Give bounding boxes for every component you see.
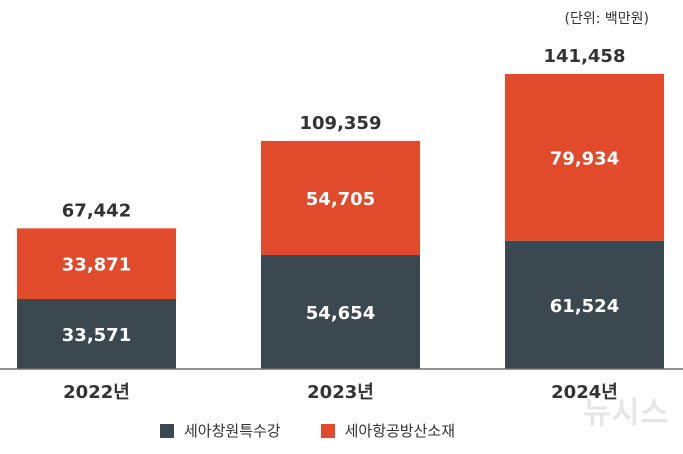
bar-bottom-2: [261, 255, 420, 369]
value-label-bottom-3: 61,524: [550, 296, 619, 317]
bar-bottom-1: [17, 298, 176, 369]
value-label-top-2: 54,705: [306, 189, 375, 210]
x-tick-label-2: 2023년: [307, 382, 374, 403]
bar-top-2: [261, 140, 420, 256]
watermark-logo: 뉴시스: [583, 396, 669, 431]
bar-top-3: [505, 74, 664, 241]
unit-label: (단위: 백만원): [564, 11, 650, 27]
legend-label-series-1: 세아창원특수강: [184, 422, 281, 440]
total-label-1: 67,442: [62, 200, 131, 221]
total-label-2: 109,359: [300, 113, 382, 134]
value-label-bottom-1: 33,571: [62, 325, 131, 346]
legend-swatch-series-1: [160, 423, 174, 438]
value-label-top-3: 79,934: [550, 148, 619, 169]
bar-bottom-3: [505, 240, 664, 369]
x-tick-label-3: 2024년: [551, 382, 618, 403]
legend-swatch-series-2: [320, 423, 335, 438]
legend-label-series-2: 세아항공방산소재: [344, 422, 456, 440]
legend-item-series-1: 세아창원특수강: [160, 420, 281, 441]
value-label-top-1: 33,871: [62, 255, 131, 276]
value-label-bottom-2: 54,654: [306, 303, 375, 324]
bar-top-1: [17, 228, 176, 299]
x-tick-label-1: 2022년: [63, 382, 130, 403]
legend-item-series-2: 세아항공방산소재: [320, 420, 456, 441]
legend: 세아창원특수강 세아항공방산소재: [160, 420, 455, 441]
total-label-3: 141,458: [544, 46, 626, 67]
